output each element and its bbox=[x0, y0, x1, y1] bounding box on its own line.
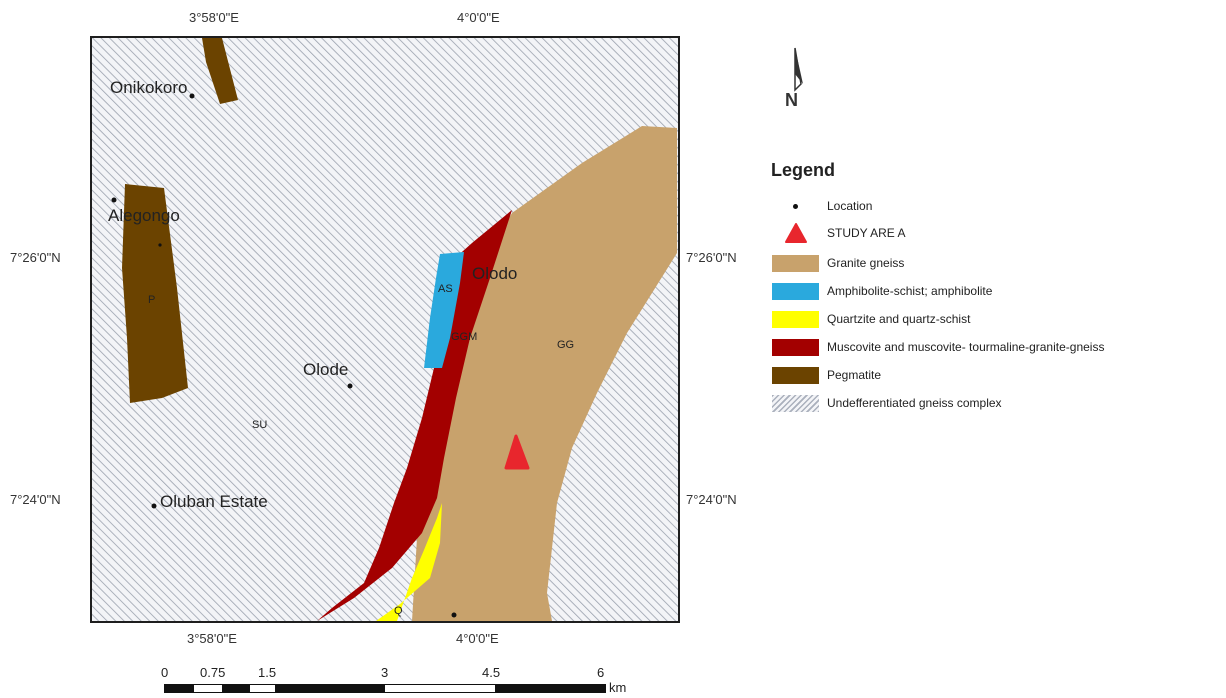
legend-label: Amphibolite-schist; amphibolite bbox=[827, 284, 993, 298]
legend-item-muscovite-granite-gneiss: Muscovite and muscovite- tourmaline-gran… bbox=[772, 336, 1104, 358]
legend-item-amphibolite: Amphibolite-schist; amphibolite bbox=[772, 280, 992, 302]
quartzite-area bbox=[376, 503, 442, 621]
location-dot-alegongo bbox=[111, 197, 117, 203]
unit-code-amphibolite: AS bbox=[438, 283, 453, 295]
unit-code-undifferentiated: SU bbox=[252, 419, 268, 431]
top-longitude-label-1: 3°58'0"E bbox=[189, 10, 239, 25]
place-olodo: Olodo bbox=[472, 264, 518, 283]
scale-bar bbox=[164, 684, 606, 694]
left-latitude-label-1: 7°26'0"N bbox=[10, 250, 61, 265]
granite-gneiss-area bbox=[412, 126, 677, 621]
amphibolite-area bbox=[424, 252, 464, 368]
unit-code-quartzite: Q bbox=[394, 605, 403, 617]
scale-label-4-5: 4.5 bbox=[482, 665, 501, 680]
unit-code-pegmatite: P bbox=[148, 294, 156, 306]
legend-item-quartzite: Quartzite and quartz-schist bbox=[772, 308, 970, 330]
legend-label: STUDY ARE A bbox=[827, 226, 906, 240]
quartzite-swatch bbox=[772, 310, 819, 328]
study-area-marker[interactable] bbox=[504, 434, 530, 470]
north-arrow-icon bbox=[794, 47, 803, 92]
unit-code-muscovite-granite-gneiss: GGM bbox=[451, 331, 478, 343]
place-olode: Olode bbox=[303, 360, 349, 379]
location-dot-onikokoro bbox=[189, 93, 195, 99]
location-dot-pegmatite bbox=[158, 243, 162, 247]
bottom-longitude-label-2: 4°0'0"E bbox=[456, 631, 499, 646]
location-dot-oluban bbox=[151, 503, 157, 509]
undifferentiated-gneiss-swatch bbox=[772, 394, 819, 412]
legend-item-granite-gneiss: Granite gneiss bbox=[772, 252, 904, 274]
geology-map bbox=[90, 36, 680, 623]
place-oluban-estate: Oluban Estate bbox=[160, 492, 268, 511]
map-canvas bbox=[92, 38, 678, 621]
muscovite-granite-gneiss-area bbox=[317, 210, 512, 621]
north-arrow: N bbox=[783, 44, 813, 120]
north-arrow-label: N bbox=[785, 90, 798, 110]
right-latitude-label-1: 7°26'0"N bbox=[686, 250, 737, 265]
pegmatite-area-west bbox=[122, 184, 188, 403]
legend-item-undifferentiated-gneiss: Undefferentiated gneiss complex bbox=[772, 392, 1002, 414]
legend-title: Legend bbox=[771, 160, 836, 180]
unit-code-granite-gneiss: GG bbox=[557, 339, 575, 351]
legend-label: Undefferentiated gneiss complex bbox=[827, 396, 1002, 410]
left-latitude-label-2: 7°24'0"N bbox=[10, 492, 61, 507]
location-dot-olode bbox=[347, 383, 353, 389]
granite-gneiss-swatch bbox=[772, 254, 819, 272]
scale-bar-graphic bbox=[164, 684, 606, 693]
study-area-triangle-icon bbox=[772, 223, 819, 243]
muscovite-granite-gneiss-swatch bbox=[772, 338, 819, 356]
legend-label: Quartzite and quartz-schist bbox=[827, 312, 971, 326]
legend-item-study-area: STUDY ARE A bbox=[772, 222, 905, 244]
pegmatite-swatch bbox=[772, 366, 819, 384]
location-dot-icon bbox=[772, 198, 819, 215]
place-alegongo: Alegongo bbox=[108, 206, 180, 225]
legend-item-pegmatite: Pegmatite bbox=[772, 364, 881, 386]
scale-label-0: 0 bbox=[161, 665, 169, 680]
amphibolite-swatch bbox=[772, 282, 819, 300]
right-latitude-label-2: 7°24'0"N bbox=[686, 492, 737, 507]
scale-label-1-5: 1.5 bbox=[258, 665, 277, 680]
pegmatite-area-north bbox=[202, 38, 238, 104]
scale-label-3: 3 bbox=[381, 665, 389, 680]
top-longitude-label-2: 4°0'0"E bbox=[457, 10, 500, 25]
place-onikokoro: Onikokoro bbox=[110, 78, 188, 97]
legend-item-location: Location bbox=[772, 195, 872, 217]
legend-label: Location bbox=[827, 199, 873, 213]
bottom-longitude-label-1: 3°58'0"E bbox=[187, 631, 237, 646]
legend-label: Granite gneiss bbox=[827, 256, 905, 270]
legend-label: Muscovite and muscovite- tourmaline-gran… bbox=[827, 340, 1105, 354]
location-dot-south bbox=[451, 612, 457, 618]
scale-label-6: 6 bbox=[597, 665, 605, 680]
scale-label-0-75: 0.75 bbox=[200, 665, 226, 680]
scale-unit: km bbox=[609, 680, 627, 695]
legend-label: Pegmatite bbox=[827, 368, 882, 382]
